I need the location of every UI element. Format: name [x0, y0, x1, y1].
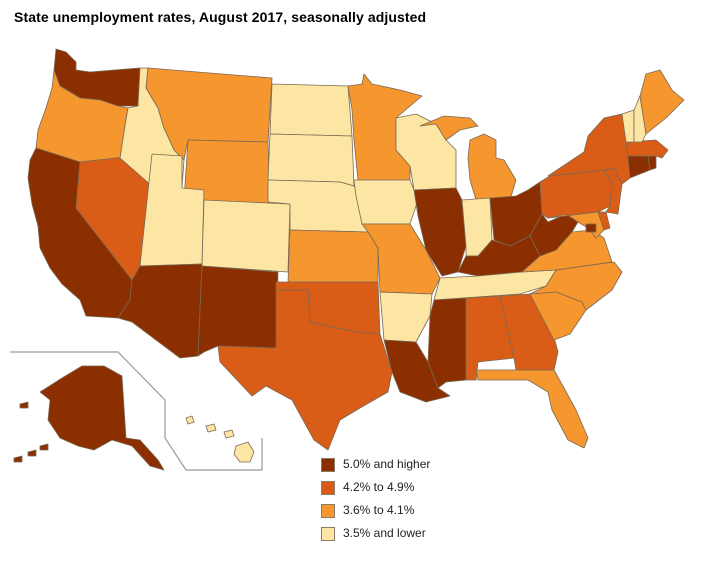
- state-massachusetts[interactable]: [625, 139, 669, 159]
- state-wisconsin[interactable]: [395, 113, 457, 191]
- state-connecticut[interactable]: [627, 155, 651, 179]
- state-florida[interactable]: [475, 369, 589, 449]
- legend-label-upper: 4.2% to 4.9%: [343, 480, 415, 494]
- state-kansas[interactable]: [287, 229, 379, 283]
- alaska-inset-border: [10, 351, 166, 438]
- map-title: State unemployment rates, August 2017, s…: [14, 9, 427, 25]
- state-texas[interactable]: [217, 289, 393, 451]
- hawaii-inset-border: [164, 437, 263, 471]
- state-new-mexico[interactable]: [197, 265, 279, 357]
- state-iowa[interactable]: [353, 179, 419, 225]
- state-north-dakota[interactable]: [269, 83, 353, 137]
- legend-label-high: 5.0% and higher: [343, 457, 431, 471]
- state-hawaii[interactable]: [185, 415, 255, 463]
- state-arkansas[interactable]: [379, 291, 433, 343]
- state-mississippi[interactable]: [427, 297, 467, 389]
- state-dc[interactable]: [585, 223, 597, 233]
- legend-swatch-lower: [321, 504, 335, 518]
- state-new-hampshire[interactable]: [633, 95, 647, 143]
- state-delaware[interactable]: [597, 211, 611, 231]
- state-montana[interactable]: [145, 67, 273, 161]
- legend-label-low: 3.5% and lower: [343, 526, 426, 540]
- state-alaska[interactable]: [39, 365, 165, 471]
- legend-swatch-upper: [321, 481, 335, 495]
- legend-label-lower: 3.6% to 4.1%: [343, 503, 415, 517]
- state-louisiana[interactable]: [383, 339, 451, 403]
- state-south-dakota[interactable]: [267, 133, 355, 187]
- legend-swatch-high: [321, 458, 335, 472]
- state-colorado[interactable]: [201, 199, 291, 273]
- legend-swatch-low: [321, 527, 335, 541]
- state-alaska-islands[interactable]: [13, 401, 49, 463]
- state-maine[interactable]: [639, 69, 685, 135]
- state-pennsylvania[interactable]: [539, 169, 613, 219]
- state-michigan[interactable]: [419, 115, 517, 201]
